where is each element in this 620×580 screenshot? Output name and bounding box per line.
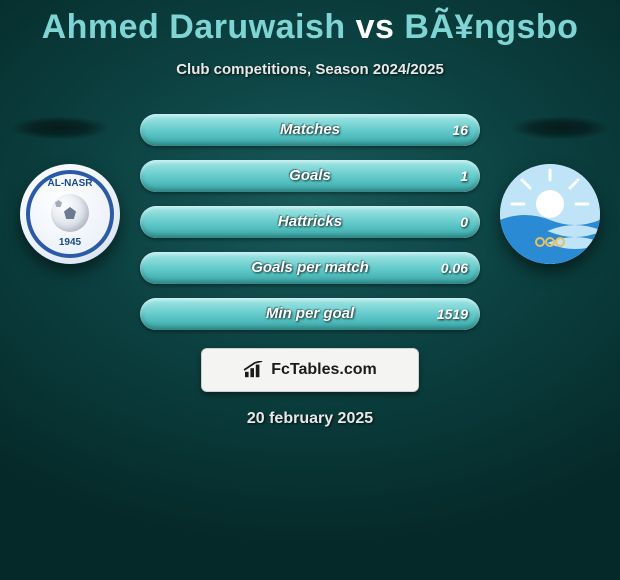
stat-row: Goals per match0.06 [140,252,480,284]
stat-label: Matches [140,114,480,146]
stat-value-right: 0 [460,206,468,238]
stat-row: Min per goal1519 [140,298,480,330]
vs-text: vs [356,8,395,46]
stat-row: Goals1 [140,160,480,192]
page-title: Ahmed Daruwaish vs BÃ¥ngsbo [0,0,620,47]
club-badge-right-svg [500,164,600,264]
club-badge-right [500,164,600,264]
badge-left-bottom-text: 1945 [59,237,81,248]
stat-value-right: 1519 [437,298,468,330]
player2-name: BÃ¥ngsbo [404,8,578,46]
shadow-left [10,116,110,140]
stat-row: Matches16 [140,114,480,146]
stat-row: Hattricks0 [140,206,480,238]
stat-rows: Matches16 Goals1 Hattricks0 Goals per match… [140,114,480,344]
stat-label: Min per goal [140,298,480,330]
stat-value-right: 0.06 [441,252,468,284]
stat-label: Hattricks [140,206,480,238]
stat-value-right: 1 [460,160,468,192]
badge-left-top-text: AL-NASR [48,178,93,189]
brand-text: FcTables.com [271,361,377,379]
shadow-right [510,116,610,140]
stat-label: Goals [140,160,480,192]
footer-date: 20 february 2025 [0,410,620,428]
player1-name: Ahmed Daruwaish [42,8,346,46]
stat-value-right: 16 [452,114,468,146]
subtitle: Club competitions, Season 2024/2025 [0,61,620,78]
bar-chart-icon [243,361,265,379]
club-badge-left: AL-NASR 1945 [20,164,120,264]
brand-box[interactable]: FcTables.com [201,348,419,392]
football-icon [51,194,89,232]
club-badge-left-inner: AL-NASR 1945 [26,170,114,258]
stat-label: Goals per match [140,252,480,284]
